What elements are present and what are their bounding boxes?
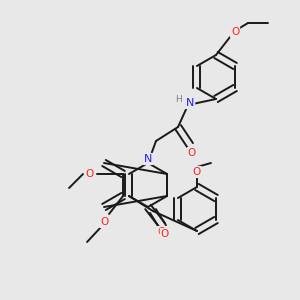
Text: O: O: [231, 27, 239, 37]
Text: O: O: [193, 167, 201, 177]
Text: N: N: [186, 98, 194, 108]
Text: O: O: [188, 148, 196, 158]
Text: O: O: [161, 229, 169, 239]
Text: N: N: [144, 154, 152, 164]
Text: O: O: [85, 169, 93, 179]
Text: H: H: [175, 95, 182, 104]
Text: O: O: [100, 217, 108, 227]
Text: O: O: [158, 227, 166, 237]
